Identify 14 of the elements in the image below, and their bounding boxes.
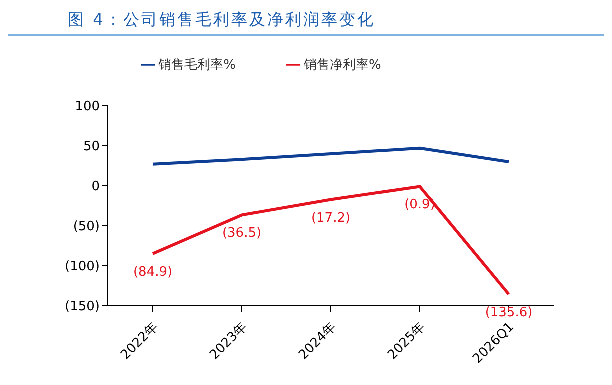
data-label: (84.9)	[133, 264, 173, 280]
data-label: (135.6)	[485, 305, 533, 320]
y-tick-label: 0	[92, 180, 100, 195]
legend-label: 销售净利率%	[304, 58, 382, 73]
data-label: (17.2)	[311, 210, 351, 226]
y-tick-label: (150)	[65, 300, 100, 315]
y-tick-label: 100	[75, 100, 100, 115]
y-tick-label: (50)	[73, 220, 100, 235]
y-tick-label: (100)	[65, 260, 100, 275]
chart-title: 图 4：公司销售毛利率及净利润率变化	[8, 8, 604, 36]
legend-label: 销售毛利率%	[158, 58, 236, 73]
data-label: (36.5)	[222, 226, 262, 242]
y-tick-label: 50	[83, 140, 100, 155]
line-series	[152, 146, 510, 166]
